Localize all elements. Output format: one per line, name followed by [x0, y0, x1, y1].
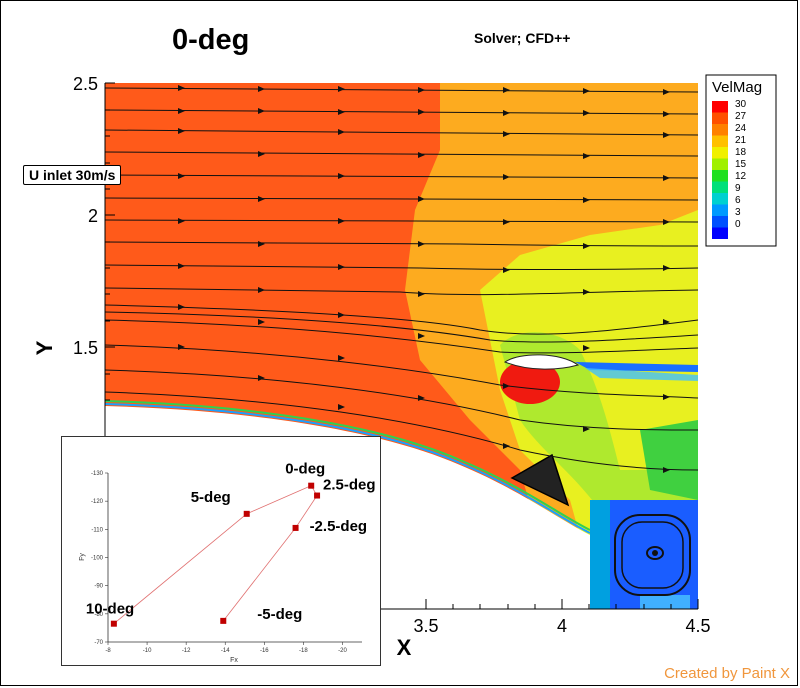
inset-y-tick: -110 — [91, 527, 103, 533]
x-tick-label: 4 — [557, 616, 567, 636]
inset-y-tick: -90 — [94, 584, 103, 590]
solver-label: Solver; CFD++ — [474, 30, 571, 46]
inset-y-tick: -100 — [91, 556, 104, 562]
x-axis-label: X — [397, 635, 412, 660]
data-point — [308, 482, 315, 489]
point-label: 10-deg — [86, 601, 134, 618]
point-label: -5-deg — [257, 606, 302, 623]
series-line — [295, 495, 318, 529]
data-point — [314, 492, 321, 499]
series-line — [113, 513, 247, 624]
legend-swatch — [712, 147, 728, 159]
inset-y-label: Fy — [79, 553, 86, 561]
legend-swatch — [712, 158, 728, 170]
x-tick-label: 3.5 — [413, 616, 438, 636]
point-label: -2.5-deg — [310, 518, 368, 535]
inset-y-tick: -70 — [94, 640, 103, 646]
chart-title: 0-deg — [172, 24, 250, 56]
credit-label: Created by Paint X — [664, 665, 790, 682]
data-point — [220, 617, 227, 624]
point-label: 0-deg — [285, 461, 325, 478]
inlet-label: U inlet 30m/s — [23, 165, 122, 185]
inset-y-tick: -120 — [91, 499, 104, 505]
legend-swatch — [712, 101, 728, 113]
legend-level-label: 21 — [735, 135, 747, 146]
legend-swatch — [712, 227, 728, 239]
legend-level-label: 6 — [735, 195, 741, 206]
series-line — [222, 527, 296, 622]
legend-title: VelMag — [712, 79, 762, 96]
inset-x-tick: -14 — [221, 648, 230, 654]
inset-x-tick: -12 — [182, 648, 191, 654]
legend-level-label: 9 — [735, 183, 741, 194]
force-inset-chart: -8 -10 -12 -14 -16 -18 -20 -130 -120 -110 -100 -90 -… — [61, 436, 381, 666]
data-point — [243, 510, 250, 517]
legend-level-label: 12 — [735, 171, 747, 182]
inset-y-tick: -130 — [91, 471, 104, 477]
y-tick-label: 2.5 — [73, 74, 98, 94]
legend-swatch — [712, 170, 728, 182]
legend-swatch — [712, 135, 728, 147]
inset-x-tick: -8 — [105, 648, 111, 654]
legend-swatch — [712, 124, 728, 136]
inset-y-tick: -80 — [94, 612, 103, 618]
inset-x-label: Fx — [230, 657, 238, 664]
inset-x-tick: -10 — [143, 648, 152, 654]
inset-x-tick: -16 — [260, 648, 269, 654]
force-plot: -8 -10 -12 -14 -16 -18 -20 -130 -120 -110 -100 -90 -… — [79, 461, 376, 664]
axes: 2.5 2 1.5 3.5 4 4.5 X Y — [32, 74, 711, 660]
legend-level-label: 0 — [735, 219, 741, 230]
data-point — [110, 620, 117, 627]
legend-level-label: 3 — [735, 207, 741, 218]
legend-swatch — [712, 204, 728, 216]
y-tick-label: 2 — [88, 206, 98, 226]
y-axis-label: Y — [32, 340, 57, 355]
legend-level-label: 24 — [735, 123, 747, 134]
data-point — [292, 524, 299, 531]
x-tick-label: 4.5 — [685, 616, 710, 636]
legend-swatch — [712, 112, 728, 124]
legend-level-label: 15 — [735, 159, 747, 170]
point-label: 5-deg — [191, 489, 231, 506]
legend-swatch — [712, 193, 728, 205]
legend-level-label: 27 — [735, 111, 747, 122]
y-tick-label: 1.5 — [73, 338, 98, 358]
legend-swatch — [712, 216, 728, 228]
series-line — [246, 485, 312, 515]
inset-x-tick: -20 — [338, 648, 347, 654]
inset-x-tick: -18 — [299, 648, 308, 654]
legend-level-label: 30 — [735, 99, 747, 110]
legend-level-label: 18 — [735, 147, 747, 158]
legend-swatch — [712, 181, 728, 193]
point-label: 2.5-deg — [323, 477, 376, 494]
